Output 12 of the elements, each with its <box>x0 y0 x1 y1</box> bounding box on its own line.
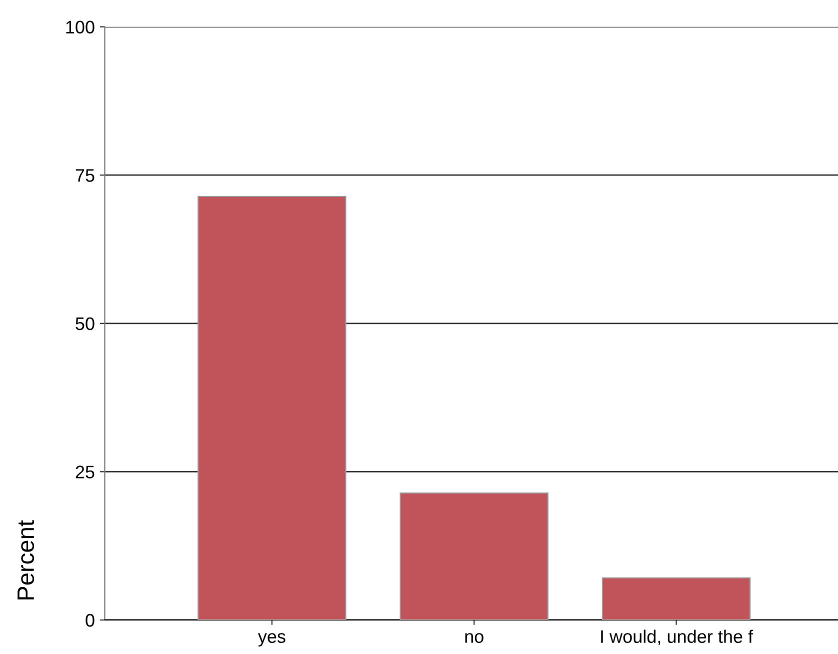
x-tick-label: I would, under the f <box>601 630 754 646</box>
x-tick-label: yes <box>258 633 286 647</box>
y-tick-label: 50 <box>76 317 94 330</box>
y-tick-label: 0 <box>86 614 94 627</box>
y-tick-label: 75 <box>76 169 94 182</box>
bar <box>602 577 751 620</box>
y-axis-title: Percent <box>18 520 34 600</box>
y-tick-label: 25 <box>76 466 94 478</box>
bar <box>198 196 346 620</box>
y-tick-label: 100 <box>66 20 94 34</box>
x-tick-label: no <box>465 633 484 643</box>
bar <box>400 492 548 620</box>
